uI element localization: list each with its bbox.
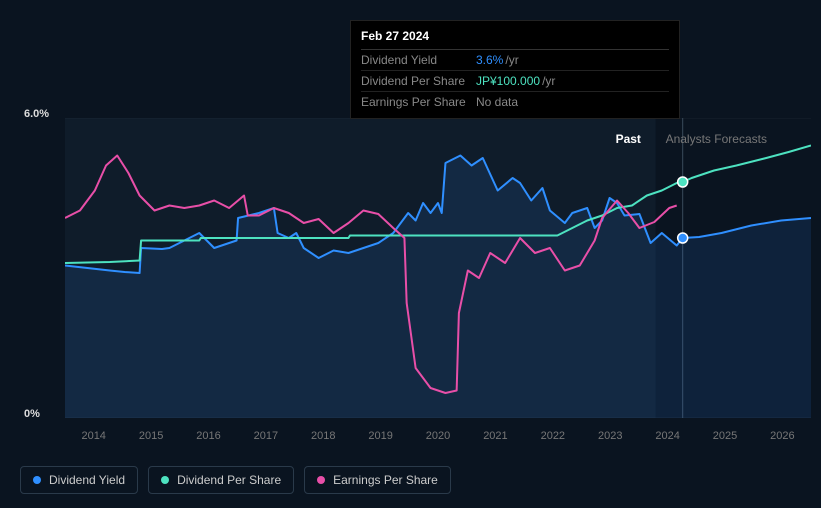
x-tick: 2017: [237, 430, 294, 442]
chart-tooltip: Feb 27 2024 Dividend Yield3.6% /yrDivide…: [350, 20, 680, 119]
legend-item[interactable]: Dividend Per Share: [148, 466, 294, 494]
x-tick: 2026: [754, 430, 811, 442]
x-tick: 2025: [696, 430, 753, 442]
past-region-label: Past: [616, 132, 641, 146]
tooltip-unit: /yr: [542, 74, 555, 88]
x-tick: 2024: [639, 430, 696, 442]
tooltip-row: Dividend Yield3.6% /yr: [361, 50, 669, 71]
x-axis-labels: 2014201520162017201820192020202120222023…: [65, 430, 811, 442]
x-tick: 2016: [180, 430, 237, 442]
tooltip-label: Dividend Yield: [361, 53, 476, 67]
x-tick: 2023: [582, 430, 639, 442]
x-tick: 2021: [467, 430, 524, 442]
legend-label: Earnings Per Share: [333, 473, 438, 487]
x-tick: 2014: [65, 430, 122, 442]
tooltip-value: 3.6%: [476, 53, 503, 67]
x-tick: 2020: [409, 430, 466, 442]
y-axis-min: 0%: [24, 408, 40, 420]
plot-area[interactable]: [65, 118, 811, 418]
tooltip-row: Earnings Per ShareNo data: [361, 92, 669, 112]
dividend-chart: 6.0% 0% Past Analysts Forecasts 20142015…: [20, 100, 811, 450]
tooltip-label: Dividend Per Share: [361, 74, 476, 88]
x-tick: 2018: [295, 430, 352, 442]
x-tick: 2019: [352, 430, 409, 442]
legend-label: Dividend Yield: [49, 473, 125, 487]
x-tick: 2022: [524, 430, 581, 442]
legend-dot-icon: [33, 476, 41, 484]
tooltip-value: JP¥100.000: [476, 74, 540, 88]
chart-legend: Dividend Yield Dividend Per Share Earnings…: [20, 466, 451, 494]
legend-label: Dividend Per Share: [177, 473, 281, 487]
forecast-region-label: Analysts Forecasts: [666, 132, 767, 146]
tooltip-label: Earnings Per Share: [361, 95, 476, 109]
legend-item[interactable]: Earnings Per Share: [304, 466, 451, 494]
tooltip-date: Feb 27 2024: [361, 27, 669, 50]
tooltip-value: No data: [476, 95, 518, 109]
tooltip-row: Dividend Per ShareJP¥100.000 /yr: [361, 71, 669, 92]
legend-dot-icon: [161, 476, 169, 484]
y-axis-max: 6.0%: [24, 108, 49, 120]
tooltip-unit: /yr: [505, 53, 518, 67]
legend-dot-icon: [317, 476, 325, 484]
legend-item[interactable]: Dividend Yield: [20, 466, 138, 494]
x-tick: 2015: [122, 430, 179, 442]
